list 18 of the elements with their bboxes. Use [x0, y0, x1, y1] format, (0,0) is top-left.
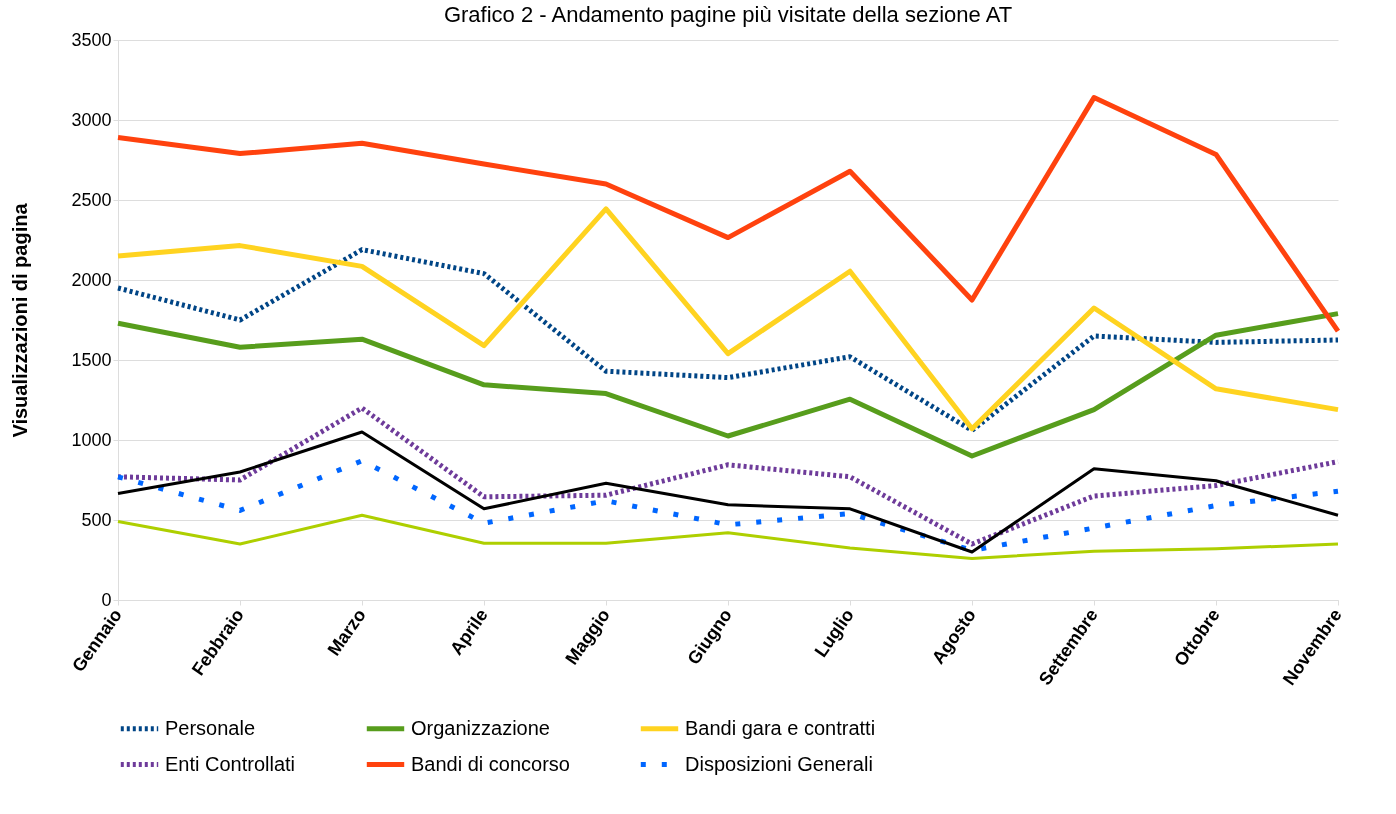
line-series — [116, 513, 1340, 560]
chart-title: Grafico 2 - Andamento pagine più visitate della sezione AT — [443, 2, 1013, 27]
legend-label: Bandi gara e contratti — [685, 716, 876, 739]
legend-label: Organizzazione — [411, 716, 550, 739]
legend-label: Personale — [165, 716, 256, 739]
y-axis-title: Visualizzazioni di pagina — [9, 202, 32, 438]
y-tick-label: 0 — [101, 589, 112, 610]
y-tick-label: 500 — [81, 509, 112, 530]
y-tick-label: 1000 — [71, 429, 112, 450]
legend-label: Enti Controllati — [165, 752, 296, 775]
y-tick-label: 3000 — [71, 109, 112, 130]
line-series — [116, 430, 1340, 554]
legend-label: Disposizioni Generali — [685, 752, 873, 775]
y-tick-label: 3500 — [71, 29, 112, 50]
y-tick-label: 1500 — [71, 349, 112, 370]
y-tick-label: 2000 — [71, 269, 112, 290]
y-tick-label: 2500 — [71, 189, 112, 210]
legend-label: Bandi di concorso — [411, 752, 570, 775]
